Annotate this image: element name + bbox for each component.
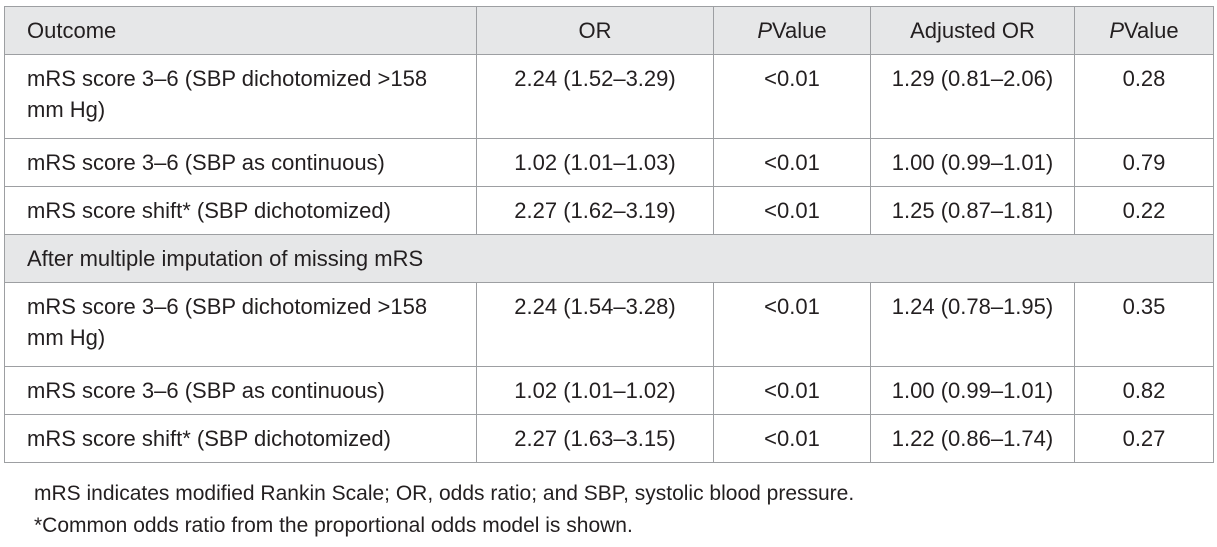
table-row: mRS score 3–6 (SBP dichotomized >158 mm … <box>4 282 1214 367</box>
cell-outcome: mRS score shift* (SBP dichotomized) <box>4 186 477 235</box>
cell-p: <0.01 <box>713 54 871 139</box>
cell-or: 1.02 (1.01–1.02) <box>476 366 714 415</box>
cell-or: 1.02 (1.01–1.03) <box>476 138 714 187</box>
header-outcome: Outcome <box>4 6 477 55</box>
cell-or: 2.24 (1.54–3.28) <box>476 282 714 367</box>
cell-adjusted-or: 1.00 (0.99–1.01) <box>870 138 1075 187</box>
header-p-italic: P <box>757 18 773 43</box>
cell-p: <0.01 <box>713 366 871 415</box>
cell-outcome: mRS score 3–6 (SBP dichotomized >158 mm … <box>4 54 477 139</box>
header-adjusted-p-value: PValue <box>1074 6 1214 55</box>
table-row: mRS score 3–6 (SBP dichotomized >158 mm … <box>4 54 1214 139</box>
header-p-value: PValue <box>713 6 871 55</box>
cell-adjusted-p: 0.27 <box>1074 414 1214 463</box>
cell-or: 2.27 (1.62–3.19) <box>476 186 714 235</box>
cell-outcome: mRS score shift* (SBP dichotomized) <box>4 414 477 463</box>
table-row: mRS score shift* (SBP dichotomized) 2.27… <box>4 414 1214 463</box>
table-row: mRS score 3–6 (SBP as continuous) 1.02 (… <box>4 366 1214 415</box>
cell-adjusted-p: 0.82 <box>1074 366 1214 415</box>
cell-adjusted-p: 0.22 <box>1074 186 1214 235</box>
header-p-rest: Value <box>772 18 827 43</box>
cell-p: <0.01 <box>713 414 871 463</box>
header-adjusted-or: Adjusted OR <box>870 6 1075 55</box>
header-p2-rest: Value <box>1124 18 1179 43</box>
footnote-asterisk: *Common odds ratio from the proportional… <box>34 514 633 537</box>
cell-adjusted-p: 0.35 <box>1074 282 1214 367</box>
cell-outcome: mRS score 3–6 (SBP dichotomized >158 mm … <box>4 282 477 367</box>
cell-p: <0.01 <box>713 138 871 187</box>
cell-outcome: mRS score 3–6 (SBP as continuous) <box>4 366 477 415</box>
cell-or: 2.24 (1.52–3.29) <box>476 54 714 139</box>
cell-p: <0.01 <box>713 282 871 367</box>
results-table: Outcome OR PValue Adjusted OR PValue mRS… <box>4 6 1214 463</box>
cell-adjusted-or: 1.00 (0.99–1.01) <box>870 366 1075 415</box>
header-or: OR <box>476 6 714 55</box>
cell-p: <0.01 <box>713 186 871 235</box>
cell-adjusted-or: 1.22 (0.86–1.74) <box>870 414 1075 463</box>
cell-adjusted-or: 1.24 (0.78–1.95) <box>870 282 1075 367</box>
header-row: Outcome OR PValue Adjusted OR PValue <box>4 6 1214 55</box>
table-row: mRS score shift* (SBP dichotomized) 2.27… <box>4 186 1214 235</box>
table-row: mRS score 3–6 (SBP as continuous) 1.02 (… <box>4 138 1214 187</box>
cell-or: 2.27 (1.63–3.15) <box>476 414 714 463</box>
footnote-abbreviations: mRS indicates modified Rankin Scale; OR,… <box>34 482 855 505</box>
section-label: After multiple imputation of missing mRS <box>4 234 1214 283</box>
cell-adjusted-or: 1.25 (0.87–1.81) <box>870 186 1075 235</box>
cell-outcome: mRS score 3–6 (SBP as continuous) <box>4 138 477 187</box>
cell-adjusted-or: 1.29 (0.81–2.06) <box>870 54 1075 139</box>
cell-adjusted-p: 0.79 <box>1074 138 1214 187</box>
section-row: After multiple imputation of missing mRS <box>4 234 1214 283</box>
header-p2-italic: P <box>1109 18 1125 43</box>
cell-adjusted-p: 0.28 <box>1074 54 1214 139</box>
